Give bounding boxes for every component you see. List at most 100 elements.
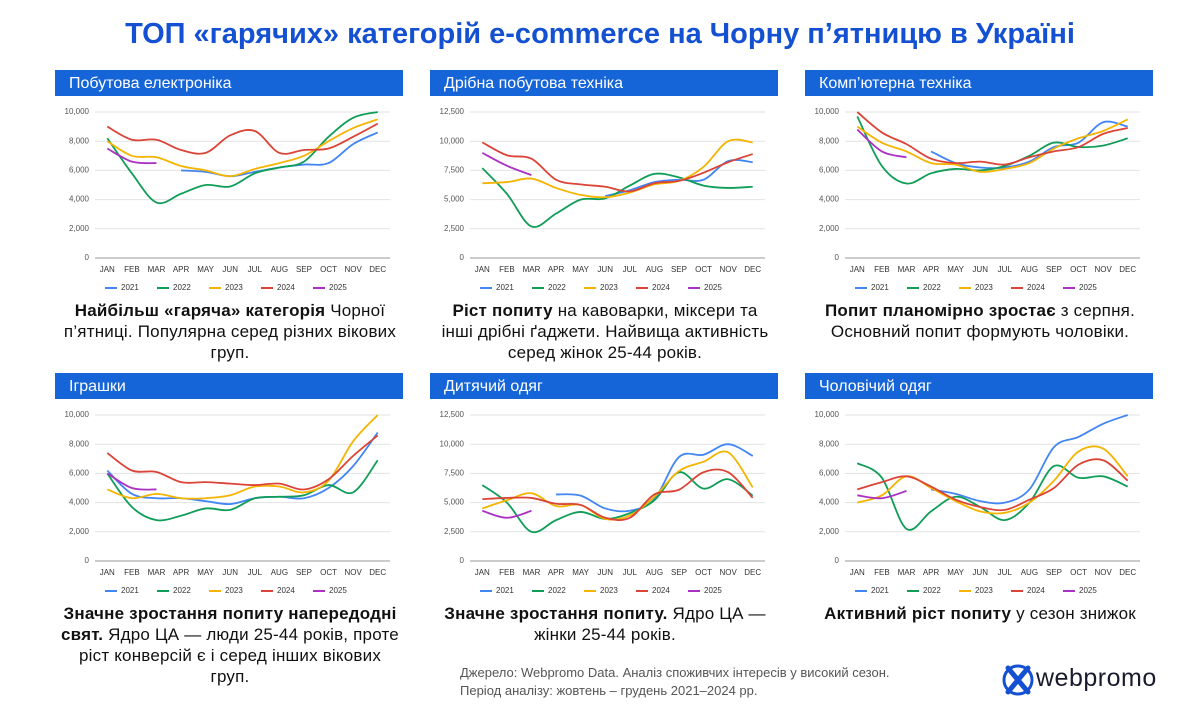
x-tick-label: MAR (148, 568, 166, 577)
legend-label: 2023 (600, 283, 618, 292)
y-tick-label: 4,000 (69, 195, 90, 204)
y-tick-label: 2,000 (69, 527, 90, 536)
series-line (856, 115, 1128, 185)
y-tick-label: 6,000 (69, 166, 90, 175)
legend-label: 2023 (975, 283, 993, 292)
x-tick-label: JAN (100, 265, 115, 274)
legend-label: 2023 (600, 586, 618, 595)
legend-label: 2022 (548, 586, 566, 595)
page-title: ТОП «гарячих» категорій e-commerce на Чо… (125, 18, 1075, 50)
x-tick-label: SEP (1046, 568, 1062, 577)
x-tick-label: DEC (744, 568, 761, 577)
x-tick-label: FEB (874, 568, 890, 577)
series-line (106, 459, 379, 522)
legend-label: 2024 (652, 586, 670, 595)
y-tick-label: 0 (85, 556, 90, 565)
y-tick-label: 2,500 (444, 224, 465, 233)
y-tick-label: 6,000 (819, 469, 840, 478)
series-line (106, 414, 379, 500)
legend-label: 2024 (1027, 586, 1045, 595)
y-tick-label: 2,000 (69, 224, 90, 233)
y-tick-label: 2,500 (444, 527, 465, 536)
x-tick-label: JUN (972, 265, 988, 274)
series-line (106, 472, 157, 491)
legend-label: 2022 (173, 283, 191, 292)
x-tick-label: AUG (1021, 265, 1038, 274)
panel-title: Комп’ютерна техніка (819, 75, 972, 92)
x-tick-label: DEC (744, 265, 761, 274)
x-tick-label: SEP (671, 265, 687, 274)
y-tick-label: 0 (85, 253, 90, 262)
y-tick-label: 8,000 (819, 136, 840, 145)
y-tick-label: 0 (835, 253, 840, 262)
x-tick-label: MAR (898, 568, 916, 577)
x-tick-label: DEC (369, 568, 386, 577)
series-line (482, 138, 753, 199)
x-tick-label: OCT (695, 265, 712, 274)
x-tick-label: OCT (320, 265, 337, 274)
x-tick-label: MAY (572, 568, 589, 577)
series-line (481, 141, 753, 193)
series-line (106, 118, 379, 178)
y-tick-label: 2,000 (819, 224, 840, 233)
x-tick-label: AUG (646, 265, 663, 274)
x-tick-label: FEB (124, 265, 140, 274)
x-tick-label: NOV (1094, 265, 1112, 274)
x-tick-label: JAN (475, 265, 490, 274)
y-tick-label: 8,000 (69, 439, 90, 448)
x-tick-label: AUG (646, 568, 663, 577)
panel-header (430, 70, 778, 96)
x-tick-label: NOV (719, 568, 737, 577)
x-tick-label: JUL (623, 265, 638, 274)
y-tick-label: 12,500 (440, 107, 465, 116)
caption-bold: Попит планомірно зростає (825, 301, 1056, 320)
series-line (930, 414, 1129, 505)
caption: Значне зростання попиту напередодні свят… (60, 603, 400, 687)
x-tick-label: DEC (1119, 568, 1136, 577)
y-tick-label: 6,000 (69, 469, 90, 478)
y-tick-label: 10,000 (65, 107, 90, 116)
caption-text: на кавоварки, міксери та інші дрібні ґад… (441, 301, 769, 362)
x-tick-label: SEP (671, 568, 687, 577)
x-tick-label: JUN (597, 265, 613, 274)
panel-header (805, 70, 1153, 96)
caption: Найбільш «гаряча» категорія Чорної п’ятн… (60, 300, 400, 363)
x-tick-label: MAY (947, 568, 964, 577)
x-tick-label: MAR (898, 265, 916, 274)
legend-label: 2025 (704, 283, 722, 292)
legend-label: 2024 (1027, 283, 1045, 292)
source-line: Джерело: Webpromo Data. Аналіз споживчих… (460, 665, 890, 680)
panel-title: Чоловічий одяг (819, 378, 932, 395)
x-tick-label: APR (548, 265, 565, 274)
x-tick-label: JAN (850, 265, 865, 274)
legend-label: 2021 (871, 586, 889, 595)
logo: webpromo (1036, 664, 1157, 692)
caption: Активний ріст попиту у сезон знижок (810, 603, 1150, 624)
x-tick-label: FEB (499, 265, 515, 274)
x-tick-label: OCT (695, 568, 712, 577)
legend-label: 2025 (1079, 586, 1097, 595)
series-line (605, 159, 753, 197)
x-tick-label: JUL (248, 568, 263, 577)
legend-label: 2025 (1079, 283, 1097, 292)
logo-icon (1002, 664, 1034, 696)
legend-label: 2022 (173, 586, 191, 595)
series-line (856, 111, 1128, 166)
x-tick-label: NOV (1094, 568, 1112, 577)
caption-text: Ядро ЦА — жінки 25-44 років. (534, 604, 766, 644)
x-tick-label: FEB (499, 568, 515, 577)
x-tick-label: MAR (148, 265, 166, 274)
panel-header (55, 70, 403, 96)
y-tick-label: 10,000 (815, 107, 840, 116)
x-tick-label: MAY (197, 265, 214, 274)
x-tick-label: SEP (296, 265, 312, 274)
series-line (481, 471, 754, 534)
y-tick-label: 10,000 (815, 410, 840, 419)
caption: Попит планомірно зростає з серпня. Основ… (810, 300, 1150, 342)
x-tick-label: NOV (719, 265, 737, 274)
legend-label: 2023 (225, 586, 243, 595)
series-line (856, 128, 907, 159)
series-line (481, 152, 532, 176)
caption-text: Чорної п’ятниці. Популярна серед різних … (63, 301, 397, 362)
